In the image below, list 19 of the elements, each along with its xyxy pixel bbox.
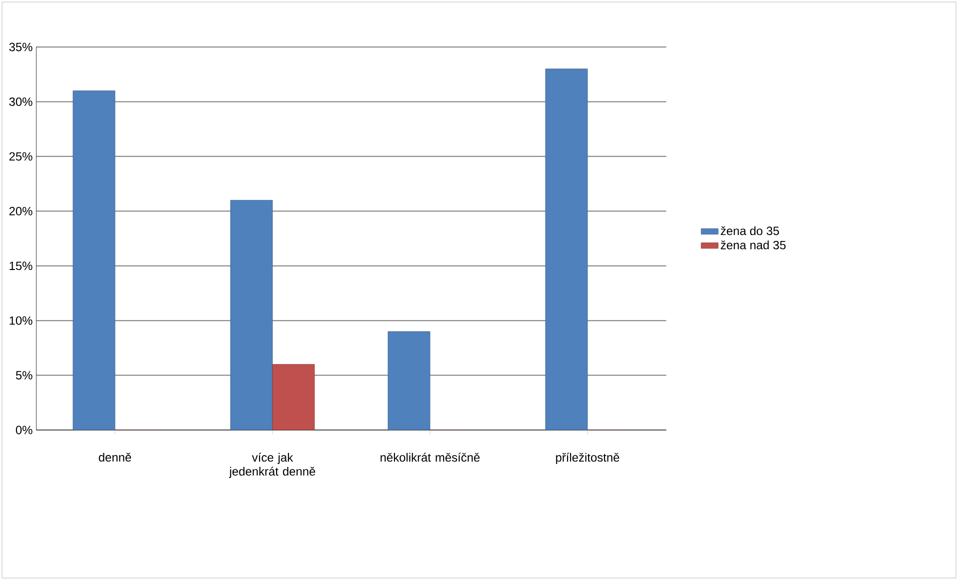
y-tick-label: 5%	[16, 371, 32, 380]
y-tick-label: 35%	[9, 42, 32, 52]
legend-label: žena nad 35	[720, 240, 786, 250]
x-tick-label: více jak jedenkrát denně	[229, 452, 316, 478]
bar	[388, 331, 430, 430]
y-tick-label: 30%	[9, 97, 32, 106]
bar	[272, 364, 315, 430]
legend-label: žena do 35	[720, 226, 779, 236]
y-tick-label: 0%	[16, 426, 32, 434]
x-tick-label: několikrát měsíčně	[380, 452, 480, 462]
y-tick-label: 20%	[9, 206, 32, 216]
bar	[230, 200, 273, 430]
x-tick-label: příležitostně	[556, 452, 620, 464]
bar	[545, 68, 588, 430]
y-tick-label: 15%	[10, 262, 32, 270]
x-tick-label: denně	[98, 452, 132, 462]
y-tick-label: 10%	[10, 316, 32, 325]
y-tick-label: 25%	[9, 152, 32, 161]
bar	[72, 90, 116, 430]
